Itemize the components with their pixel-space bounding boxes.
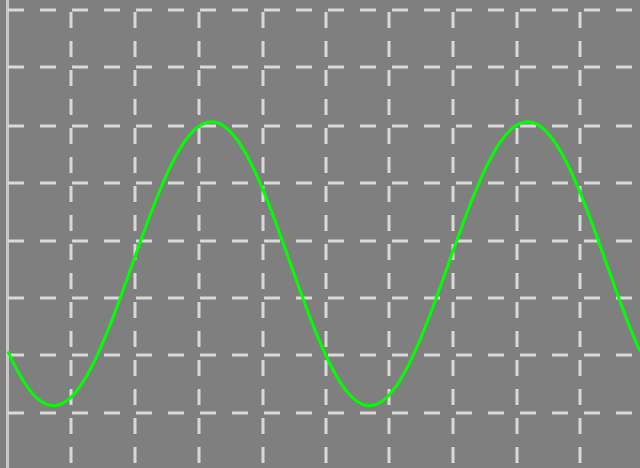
- screen-left-edge: [6, 0, 9, 468]
- sine-trace: [6, 120, 640, 408]
- vertical-grid-lines: [69, 0, 582, 468]
- horizontal-grid-lines: [8, 8, 640, 415]
